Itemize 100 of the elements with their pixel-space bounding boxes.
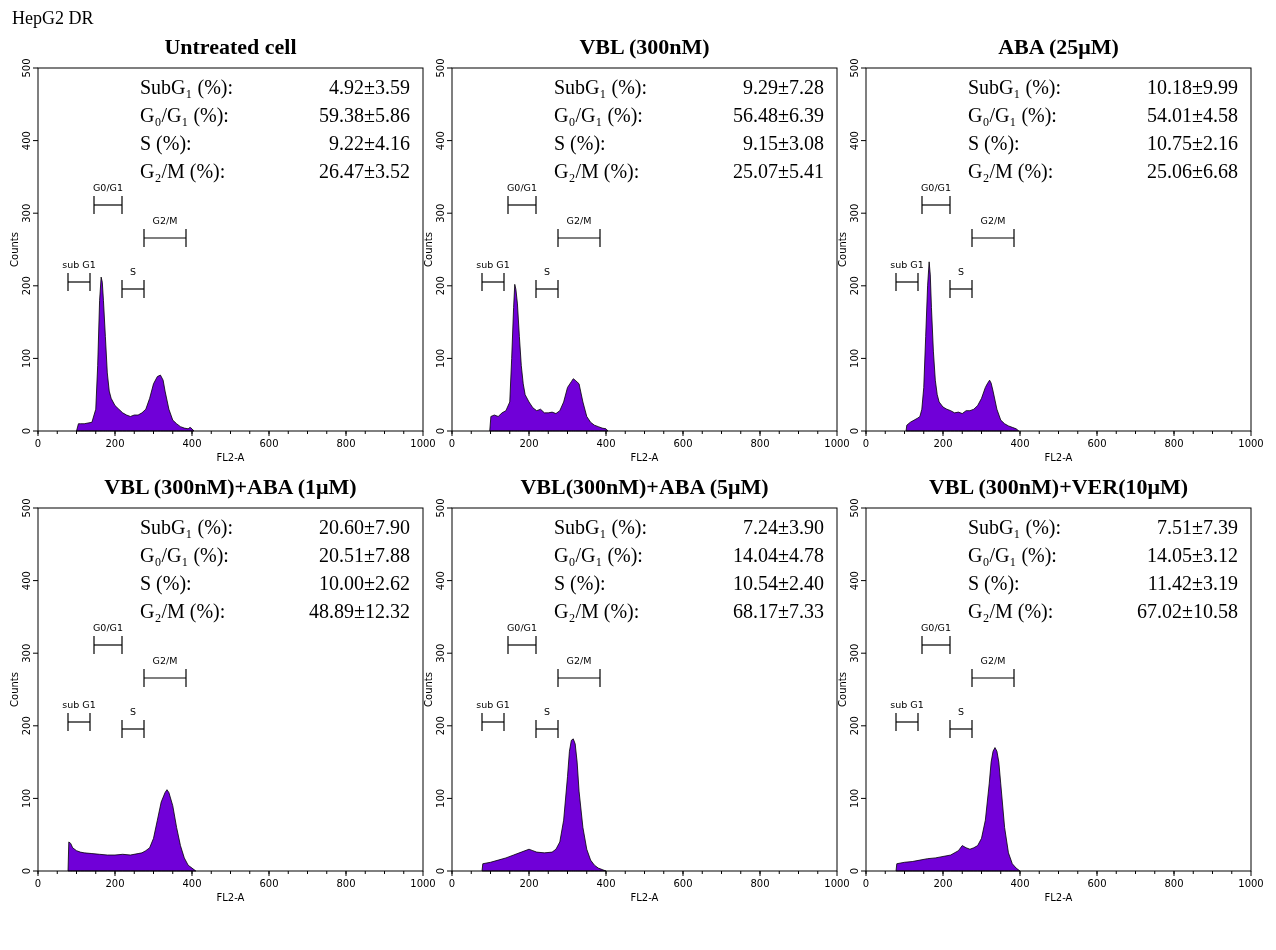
annotation: 10.75±2.16: [1147, 132, 1238, 154]
y-tick-label: 200: [849, 276, 860, 296]
y-tick-label: 0: [435, 867, 446, 875]
annotation: 7.24±3.90: [743, 516, 824, 538]
annotation: S: [543, 706, 551, 717]
annotation: 4.92±3.59: [329, 76, 410, 98]
y-tick-label: 300: [849, 203, 860, 223]
annotation: sub G1: [890, 699, 924, 710]
annotation: SubG₁ (%):: [968, 516, 1062, 539]
annotation: S: [129, 266, 137, 277]
annotation: G0/G1: [506, 182, 538, 193]
chart-title: VBL (300nM)+VER(10μM): [928, 474, 1189, 499]
x-tick-label: 400: [182, 878, 202, 889]
y-tick-label: 100: [435, 788, 446, 808]
annotation: 48.89±12.32: [309, 600, 410, 622]
annotation: G0/G1: [920, 182, 952, 193]
annotation: G₀/G₁ (%):: [140, 544, 229, 567]
annotation: G₂/M (%):: [140, 600, 226, 623]
y-axis-title: Counts: [423, 232, 434, 267]
annotation: G2/M: [152, 655, 178, 666]
x-tick-label: 400: [596, 438, 616, 449]
annotation: S (%):: [140, 572, 192, 595]
x-tick-label: 600: [1087, 878, 1107, 889]
x-tick-label: 1000: [410, 438, 436, 449]
x-tick-label: 0: [862, 878, 870, 889]
annotation: SubG₁ (%):: [554, 516, 648, 539]
x-tick-label: 800: [336, 438, 356, 449]
annotation: S: [543, 266, 551, 277]
x-tick-label: 1000: [1238, 878, 1264, 889]
x-tick-label: 400: [1010, 878, 1030, 889]
annotation: 9.29±7.28: [743, 76, 824, 98]
annotation: G₀/G₁ (%):: [140, 104, 229, 127]
x-tick-label: 800: [1164, 878, 1184, 889]
x-axis-title: FL2-A: [216, 452, 245, 463]
x-tick-label: 1000: [824, 878, 850, 889]
y-tick-label: 500: [849, 58, 860, 78]
annotation: G₀/G₁ (%):: [968, 544, 1057, 567]
x-tick-label: 1000: [824, 438, 850, 449]
x-tick-label: 200: [105, 878, 125, 889]
x-tick-label: 800: [1164, 438, 1184, 449]
y-tick-label: 200: [21, 276, 32, 296]
y-tick-label: 300: [435, 203, 446, 223]
annotation: G2/M: [152, 215, 178, 226]
annotation: SubG₁ (%):: [968, 76, 1062, 99]
y-tick-label: 0: [849, 427, 860, 435]
y-tick-label: 500: [435, 58, 446, 78]
x-tick-label: 0: [448, 438, 456, 449]
annotation: G₀/G₁ (%):: [554, 104, 643, 127]
annotation: 10.54±2.40: [733, 572, 824, 594]
x-axis-title: FL2-A: [1044, 892, 1073, 903]
x-tick-label: 600: [1087, 438, 1107, 449]
annotation: S (%):: [968, 572, 1020, 595]
x-tick-label: 0: [34, 878, 42, 889]
x-tick-label: 800: [750, 878, 770, 889]
y-tick-label: 200: [849, 716, 860, 736]
y-tick-label: 500: [21, 58, 32, 78]
y-tick-label: 500: [21, 498, 32, 518]
x-axis-title: FL2-A: [630, 452, 659, 463]
y-tick-label: 400: [435, 571, 446, 591]
annotation: G₂/M (%):: [554, 160, 640, 183]
annotation: 10.00±2.62: [319, 572, 410, 594]
x-tick-label: 600: [673, 878, 693, 889]
annotation: 68.17±7.33: [733, 600, 824, 622]
y-tick-label: 0: [21, 867, 32, 875]
y-tick-label: 300: [435, 643, 446, 663]
annotation: S (%):: [554, 132, 606, 155]
annotation: G₂/M (%):: [554, 600, 640, 623]
annotation: 59.38±5.86: [319, 104, 410, 126]
y-tick-label: 500: [435, 498, 446, 518]
x-tick-label: 0: [862, 438, 870, 449]
y-axis-title: Counts: [9, 232, 20, 267]
y-axis-title: Counts: [837, 232, 848, 267]
annotation: 20.51±7.88: [319, 544, 410, 566]
annotation: G0/G1: [92, 182, 124, 193]
annotation: sub G1: [62, 699, 96, 710]
annotation: 10.18±9.99: [1147, 76, 1238, 98]
y-axis-title: Counts: [423, 672, 434, 707]
annotation: 67.02±10.58: [1137, 600, 1238, 622]
annotation: 14.04±4.78: [733, 544, 824, 566]
x-tick-label: 0: [448, 878, 456, 889]
x-tick-label: 600: [259, 438, 279, 449]
x-tick-label: 200: [519, 878, 539, 889]
y-tick-label: 0: [21, 427, 32, 435]
annotation: 11.42±3.19: [1147, 572, 1238, 594]
x-tick-label: 200: [933, 438, 953, 449]
y-tick-label: 400: [849, 571, 860, 591]
annotation: G₀/G₁ (%):: [554, 544, 643, 567]
chart-title: Untreated cell: [164, 34, 297, 59]
y-tick-label: 500: [849, 498, 860, 518]
x-tick-label: 200: [105, 438, 125, 449]
chart-title: ABA (25μM): [998, 34, 1119, 59]
x-tick-label: 600: [259, 878, 279, 889]
annotation: 9.15±3.08: [743, 132, 824, 154]
annotation: S (%):: [554, 572, 606, 595]
annotation: SubG₁ (%):: [554, 76, 648, 99]
x-axis-title: FL2-A: [630, 892, 659, 903]
annotation: G2/M: [980, 655, 1006, 666]
y-tick-label: 200: [21, 716, 32, 736]
annotation: 7.51±7.39: [1157, 516, 1238, 538]
x-tick-label: 800: [336, 878, 356, 889]
